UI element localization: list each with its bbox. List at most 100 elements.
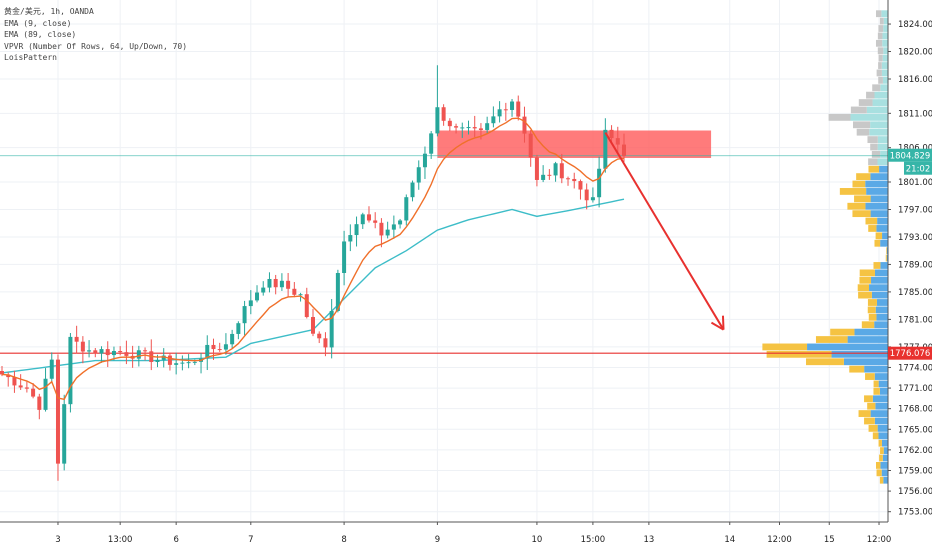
volume-profile-up-bar	[874, 321, 888, 329]
volume-profile-down-bar	[830, 328, 855, 336]
candle-body	[31, 388, 36, 397]
time-tick-label: 15:00	[581, 535, 606, 545]
volume-profile-down-bar	[880, 447, 884, 455]
price-tick-label: 1765.000	[898, 425, 932, 435]
candle-body	[497, 109, 502, 117]
price-tick-label: 1762.000	[898, 446, 932, 456]
volume-profile-up-bar	[854, 328, 888, 336]
candle-body	[205, 344, 210, 359]
volume-profile-down-bar	[878, 25, 884, 32]
volume-profile-up-bar	[880, 239, 888, 247]
volume-profile-down-bar	[859, 276, 872, 284]
volume-profile-down-bar	[867, 306, 876, 314]
volume-profile-up-bar	[870, 410, 888, 417]
candle-body	[43, 378, 48, 410]
volume-profile-up-bar	[881, 62, 888, 69]
candle-body	[528, 133, 533, 158]
candle-body	[174, 363, 179, 365]
volume-profile-down-bar	[873, 380, 879, 388]
volume-profile-down-bar	[873, 262, 881, 269]
time-tick-label: 9	[435, 535, 440, 545]
candle-body	[68, 336, 73, 405]
volume-profile-up-bar	[866, 188, 888, 195]
support-price-tag-label: 1776.076	[890, 349, 931, 359]
volume-profile-up-bar	[850, 113, 888, 121]
candle-body	[167, 355, 172, 365]
volume-profile-up-bar	[882, 32, 888, 40]
candle-body	[441, 107, 446, 121]
volume-profile-up-bar	[871, 276, 888, 284]
candle-body	[547, 174, 552, 176]
projection-arrow-shaft[interactable]	[604, 132, 725, 331]
volume-profile-up-bar	[872, 395, 888, 403]
volume-profile-down-bar	[878, 62, 882, 69]
legend: 黄金/美元, 1h, OANDA EMA (9, close) EMA (89,…	[4, 6, 187, 64]
time-tick-label: 3	[55, 535, 60, 545]
volume-profile-up-bar	[872, 99, 888, 106]
candle-body	[298, 294, 303, 296]
legend-loispattern[interactable]: LoisPattern	[4, 53, 57, 62]
volume-profile-up-bar	[877, 136, 888, 143]
volume-profile-down-bar	[864, 417, 875, 425]
volume-profile-up-bar	[882, 39, 888, 47]
candle-body	[360, 214, 365, 225]
legend-symbol[interactable]: 黄金/美元, 1h, OANDA	[4, 7, 94, 16]
candle-body	[410, 182, 415, 198]
volume-profile-down-bar	[856, 173, 871, 181]
time-tick-label: 7	[248, 535, 253, 545]
candle-body	[311, 317, 315, 334]
candle-body	[217, 349, 222, 351]
candle-body	[180, 362, 185, 364]
volume-profile-down-bar	[857, 284, 870, 292]
volume-profile-down-bar	[867, 136, 878, 143]
price-tick-label: 1797.000	[898, 205, 932, 215]
candle-body	[491, 116, 496, 124]
volume-profile-up-bar	[886, 254, 888, 262]
volume-profile-down-bar	[868, 158, 878, 166]
candle-body	[99, 349, 104, 354]
volume-profile-up-bar	[881, 469, 888, 477]
projection-arrow-head	[721, 315, 725, 330]
volume-profile-down-bar	[762, 343, 808, 351]
volume-profile-down-bar	[879, 17, 884, 25]
volume-profile-down-bar	[878, 76, 883, 84]
volume-profile-up-bar	[878, 432, 888, 440]
candle-body	[454, 126, 459, 128]
legend-ema9[interactable]: EMA (9, close)	[4, 18, 72, 28]
price-tick-label: 1820.000	[898, 48, 932, 58]
volume-profile-up-bar	[877, 143, 888, 151]
volume-profile-up-bar	[881, 439, 888, 447]
volume-profile-down-bar	[849, 365, 865, 373]
candle-body	[404, 197, 409, 221]
volume-profile-up-bar	[870, 121, 888, 129]
volume-profile-down-bar	[877, 32, 883, 40]
candle-body	[466, 127, 471, 129]
volume-profile-up-bar	[882, 54, 888, 62]
volume-profile-down-bar	[865, 373, 875, 380]
legend-ema89[interactable]: EMA (89, close)	[4, 30, 77, 39]
volume-profile-up-bar	[883, 476, 888, 484]
volume-profile-down-bar	[873, 387, 880, 395]
candle-body	[236, 323, 241, 334]
candle-body	[124, 352, 129, 356]
candle-body	[622, 144, 626, 156]
price-tick-label: 1771.000	[898, 384, 932, 394]
volume-profile-down-bar	[858, 410, 871, 417]
candle-body	[534, 157, 539, 180]
volume-profile-up-bar	[881, 69, 888, 77]
candle-body	[87, 350, 92, 352]
volume-profile-down-bar	[870, 143, 878, 151]
candle-body	[522, 116, 527, 134]
legend-vpvr[interactable]: VPVR (Number Of Rows, 64, Up/Down, 70)	[4, 41, 188, 51]
price-tick-label: 1781.000	[898, 315, 932, 325]
candle-body	[541, 174, 546, 180]
candle-body	[460, 127, 465, 129]
resistance-zone[interactable]	[437, 130, 712, 158]
volume-profile-up-bar	[874, 373, 888, 380]
candle-body	[435, 107, 440, 134]
volume-profile-down-bar	[868, 313, 877, 321]
volume-profile-up-bar	[883, 17, 888, 25]
volume-profile-down-bar	[766, 350, 832, 358]
